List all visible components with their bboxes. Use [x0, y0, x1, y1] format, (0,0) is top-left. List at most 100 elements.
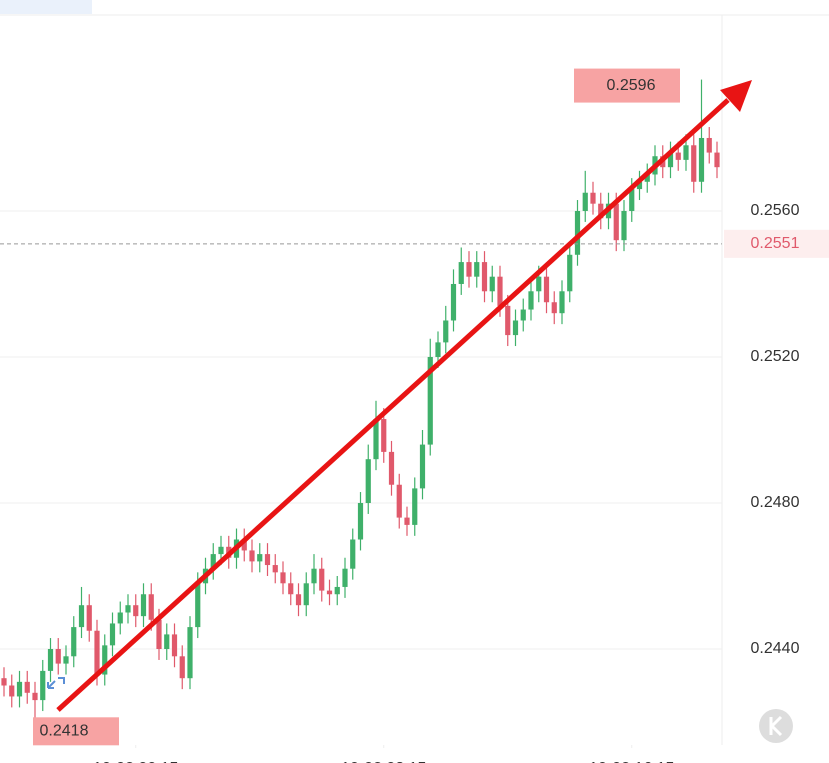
candle-body — [691, 145, 697, 182]
candle-body — [86, 605, 92, 631]
candle-body — [342, 568, 348, 587]
candle-body — [319, 568, 325, 591]
candle-body — [9, 685, 15, 697]
candle-body — [78, 605, 85, 628]
last-price-box — [724, 229, 829, 258]
min-price-box — [33, 717, 119, 746]
y-tick-label: 0.2560 — [751, 202, 800, 219]
candle-body — [303, 583, 309, 606]
candle-body — [357, 502, 364, 540]
candle-body — [350, 539, 356, 569]
candle-body — [443, 320, 449, 343]
max-price-box — [574, 68, 680, 103]
candle-body — [675, 152, 681, 160]
candle-body — [257, 554, 263, 562]
candle-body — [365, 459, 371, 503]
candle-body — [117, 612, 123, 624]
candle-body — [156, 619, 162, 650]
candle-body — [326, 590, 333, 595]
candle-body — [388, 451, 395, 485]
candle-body — [427, 356, 433, 445]
candle-body — [551, 302, 557, 314]
candle-body — [171, 634, 178, 657]
candle-body — [512, 320, 519, 336]
candle-body — [419, 444, 426, 489]
candle-body — [435, 342, 441, 357]
candle-body — [582, 192, 588, 211]
candle-body — [404, 517, 410, 525]
candle-body — [264, 554, 271, 566]
candle-body — [714, 152, 720, 168]
candle-body — [458, 262, 464, 284]
candle-body — [280, 572, 286, 584]
candle-body — [148, 594, 154, 620]
candle-body — [47, 649, 54, 671]
y-tick-label: 0.2520 — [751, 348, 800, 365]
candle-body — [520, 309, 526, 321]
candle-body — [109, 623, 116, 646]
y-tick-label: 0.2440 — [751, 640, 800, 657]
candle-body — [505, 305, 511, 336]
candle-body — [536, 276, 542, 292]
candle-body — [218, 546, 224, 555]
candle-body — [311, 568, 317, 584]
candle-body — [489, 276, 495, 292]
candle-body — [636, 181, 643, 190]
candle-body — [102, 645, 108, 675]
candle-body — [71, 627, 77, 657]
candle-body — [466, 262, 472, 277]
candle-body — [450, 283, 457, 321]
candle-body — [528, 291, 534, 310]
candle-body — [140, 594, 147, 617]
last-price-label: 0.2551 — [751, 235, 800, 252]
candle-body — [55, 649, 61, 664]
candle-body — [40, 670, 46, 701]
candle-body — [1, 678, 7, 686]
arrow-head — [720, 80, 752, 112]
candle-body — [412, 488, 418, 525]
candle-body — [629, 189, 635, 211]
candle-body — [24, 681, 30, 693]
candle-body — [567, 254, 573, 292]
top-tab — [0, 0, 92, 14]
logo — [759, 709, 793, 743]
candle-body — [474, 262, 480, 277]
candle-body — [644, 174, 650, 182]
candle-body — [295, 594, 302, 606]
candle-body — [543, 276, 550, 303]
arrow-line — [56, 98, 730, 712]
candle-body — [195, 583, 201, 628]
candle-body — [288, 583, 294, 595]
candle-body — [683, 145, 689, 160]
candle-body — [179, 656, 185, 679]
trend-arrow — [56, 80, 752, 712]
candle-body — [481, 262, 488, 292]
logo-circle — [759, 709, 793, 743]
candle-body — [559, 291, 565, 314]
candle-body — [16, 681, 23, 697]
candle-body — [667, 152, 674, 168]
candle-body — [373, 419, 379, 460]
candle-body — [187, 627, 193, 679]
candle-body — [32, 692, 38, 701]
candle-body — [698, 137, 705, 182]
logo-glyph — [769, 715, 783, 737]
candle-body — [249, 550, 255, 562]
candle-body — [272, 565, 278, 573]
candle-body — [125, 605, 131, 613]
x-tick-label: 10-02 08:15 — [341, 760, 427, 763]
expand-glyph[interactable] — [47, 677, 65, 689]
candle-body — [613, 203, 619, 241]
candle-body — [210, 554, 216, 569]
max-price-label: 0.2596 — [607, 77, 656, 94]
expand-icon[interactable] — [47, 677, 65, 689]
candle-body — [574, 210, 581, 255]
x-tick-label: 10-02 00:15 — [93, 760, 179, 763]
candle-body — [706, 137, 712, 153]
candle-body — [381, 419, 387, 452]
candle-body — [334, 586, 340, 595]
candle-body — [497, 276, 503, 306]
candle-body — [164, 634, 170, 650]
min-price-label: 0.2418 — [40, 723, 89, 740]
